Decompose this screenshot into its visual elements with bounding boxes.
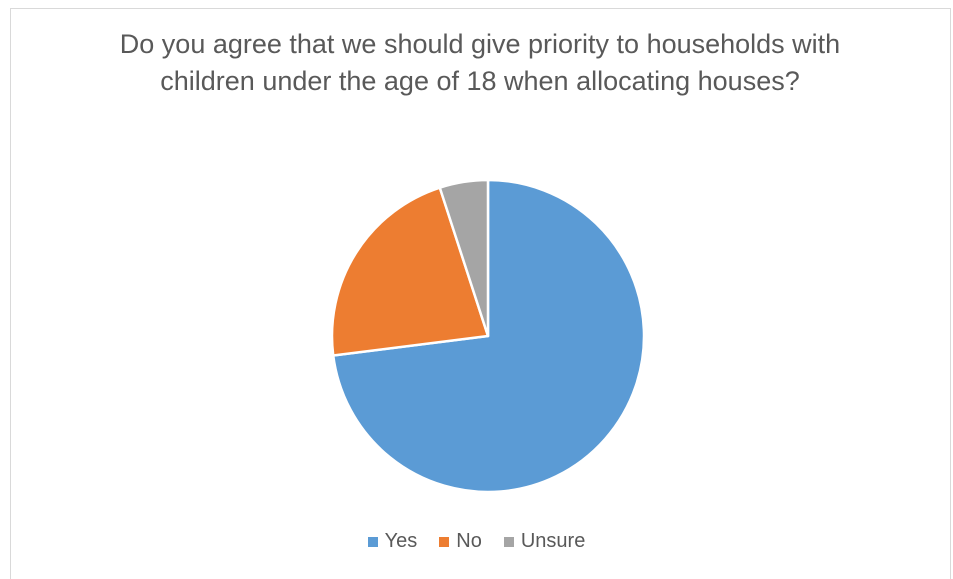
legend-item-yes: Yes [367, 530, 418, 553]
pie-slice-unsure [438, 178, 490, 338]
legend-label-yes: Yes [384, 530, 418, 552]
legend-item-unsure: Unsure [503, 530, 586, 553]
legend-label-unsure: Unsure [520, 530, 586, 552]
legend-swatch-unsure [503, 536, 514, 547]
chart-title: Do you agree that we should give priorit… [119, 29, 841, 96]
legend-swatch-no [439, 536, 450, 547]
pie-slices [330, 178, 646, 494]
legend-label-no: No [456, 530, 482, 552]
legend: Yes No Unsure [0, 530, 953, 553]
pie-slice-no [330, 186, 490, 357]
legend-item-no: No [439, 530, 482, 553]
legend-swatch-yes [367, 536, 378, 547]
